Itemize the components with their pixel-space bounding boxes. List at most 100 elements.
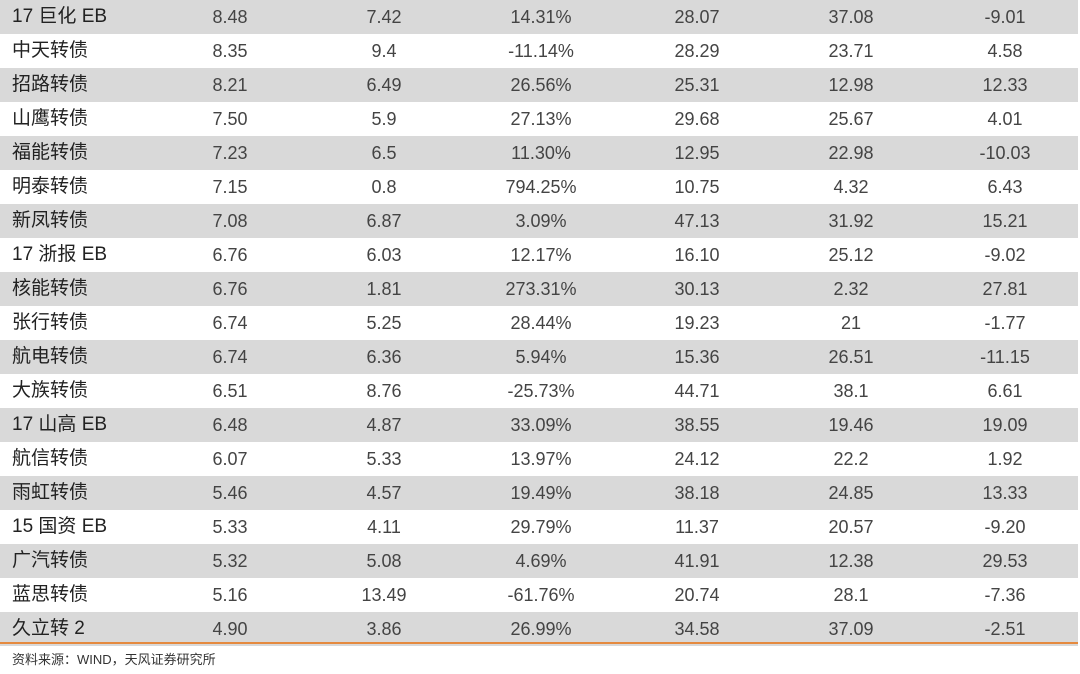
value-cell: 0.8 (310, 170, 458, 204)
table-row: 15 国资 EB 5.33 4.11 29.79% 11.37 20.57 -9.20 (0, 510, 1078, 544)
value-cell: 37.09 (770, 612, 932, 646)
table-row: 招路转债 8.21 6.49 26.56% 25.31 12.98 12.33 (0, 68, 1078, 102)
value-cell: 38.1 (770, 374, 932, 408)
value-cell: 38.55 (624, 408, 770, 442)
value-cell: 13.49 (310, 578, 458, 612)
value-cell: 6.74 (150, 340, 310, 374)
value-cell: 21 (770, 306, 932, 340)
value-cell: -10.03 (932, 136, 1078, 170)
value-cell: 22.2 (770, 442, 932, 476)
value-cell: 33.09% (458, 408, 624, 442)
bond-name-cell: 新凤转债 (0, 204, 150, 238)
value-cell: 6.43 (932, 170, 1078, 204)
value-cell: 5.25 (310, 306, 458, 340)
value-cell: 4.90 (150, 612, 310, 646)
value-cell: 19.46 (770, 408, 932, 442)
value-cell: 6.03 (310, 238, 458, 272)
value-cell: 19.09 (932, 408, 1078, 442)
value-cell: 6.74 (150, 306, 310, 340)
table-row: 山鹰转债 7.50 5.9 27.13% 29.68 25.67 4.01 (0, 102, 1078, 136)
table-row: 蓝思转债 5.16 13.49 -61.76% 20.74 28.1 -7.36 (0, 578, 1078, 612)
value-cell: -9.01 (932, 0, 1078, 34)
value-cell: 26.99% (458, 612, 624, 646)
value-cell: 5.33 (310, 442, 458, 476)
value-cell: 7.15 (150, 170, 310, 204)
value-cell: 5.33 (150, 510, 310, 544)
bond-name-cell: 雨虹转债 (0, 476, 150, 510)
value-cell: -61.76% (458, 578, 624, 612)
bond-name-cell: 福能转债 (0, 136, 150, 170)
value-cell: 13.33 (932, 476, 1078, 510)
value-cell: 6.5 (310, 136, 458, 170)
value-cell: 7.42 (310, 0, 458, 34)
value-cell: 29.53 (932, 544, 1078, 578)
table-bottom-rule (0, 642, 1078, 644)
value-cell: -25.73% (458, 374, 624, 408)
value-cell: 28.44% (458, 306, 624, 340)
value-cell: 1.92 (932, 442, 1078, 476)
table-row: 雨虹转债 5.46 4.57 19.49% 38.18 24.85 13.33 (0, 476, 1078, 510)
value-cell: 27.81 (932, 272, 1078, 306)
bond-name-cell: 明泰转债 (0, 170, 150, 204)
value-cell: 28.29 (624, 34, 770, 68)
value-cell: 6.48 (150, 408, 310, 442)
value-cell: -2.51 (932, 612, 1078, 646)
value-cell: 26.56% (458, 68, 624, 102)
value-cell: 41.91 (624, 544, 770, 578)
value-cell: 273.31% (458, 272, 624, 306)
value-cell: 11.37 (624, 510, 770, 544)
value-cell: 6.49 (310, 68, 458, 102)
value-cell: 47.13 (624, 204, 770, 238)
value-cell: 29.68 (624, 102, 770, 136)
bond-name-cell: 17 山高 EB (0, 408, 150, 442)
bond-name-cell: 17 巨化 EB (0, 0, 150, 34)
table-row: 核能转债 6.76 1.81 273.31% 30.13 2.32 27.81 (0, 272, 1078, 306)
value-cell: 29.79% (458, 510, 624, 544)
source-note: 资料来源：WIND，天风证券研究所 (12, 652, 216, 668)
value-cell: -9.02 (932, 238, 1078, 272)
value-cell: 12.95 (624, 136, 770, 170)
value-cell: 16.10 (624, 238, 770, 272)
value-cell: 2.32 (770, 272, 932, 306)
bond-name-cell: 招路转债 (0, 68, 150, 102)
data-table-container: 17 巨化 EB 8.48 7.42 14.31% 28.07 37.08 -9.01 中天转… (0, 0, 1078, 646)
bond-name-cell: 蓝思转债 (0, 578, 150, 612)
value-cell: 4.87 (310, 408, 458, 442)
table-row: 大族转债 6.51 8.76 -25.73% 44.71 38.1 6.61 (0, 374, 1078, 408)
value-cell: 20.74 (624, 578, 770, 612)
bond-name-cell: 久立转 2 (0, 612, 150, 646)
value-cell: 12.98 (770, 68, 932, 102)
value-cell: 20.57 (770, 510, 932, 544)
table-row: 航电转债 6.74 6.36 5.94% 15.36 26.51 -11.15 (0, 340, 1078, 374)
value-cell: 6.51 (150, 374, 310, 408)
value-cell: 13.97% (458, 442, 624, 476)
bond-name-cell: 17 浙报 EB (0, 238, 150, 272)
value-cell: 6.87 (310, 204, 458, 238)
value-cell: 26.51 (770, 340, 932, 374)
value-cell: 8.48 (150, 0, 310, 34)
value-cell: 8.21 (150, 68, 310, 102)
value-cell: -11.15 (932, 340, 1078, 374)
table-row: 广汽转债 5.32 5.08 4.69% 41.91 12.38 29.53 (0, 544, 1078, 578)
bond-name-cell: 航信转债 (0, 442, 150, 476)
value-cell: 794.25% (458, 170, 624, 204)
value-cell: 7.23 (150, 136, 310, 170)
table-row: 17 巨化 EB 8.48 7.42 14.31% 28.07 37.08 -9.01 (0, 0, 1078, 34)
value-cell: 5.32 (150, 544, 310, 578)
value-cell: 10.75 (624, 170, 770, 204)
table-row: 17 浙报 EB 6.76 6.03 12.17% 16.10 25.12 -9.02 (0, 238, 1078, 272)
value-cell: -1.77 (932, 306, 1078, 340)
value-cell: 5.46 (150, 476, 310, 510)
bond-name-cell: 广汽转债 (0, 544, 150, 578)
value-cell: 3.09% (458, 204, 624, 238)
value-cell: 12.33 (932, 68, 1078, 102)
value-cell: 4.32 (770, 170, 932, 204)
table-row: 久立转 2 4.90 3.86 26.99% 34.58 37.09 -2.51 (0, 612, 1078, 646)
table-row: 17 山高 EB 6.48 4.87 33.09% 38.55 19.46 19.09 (0, 408, 1078, 442)
value-cell: -9.20 (932, 510, 1078, 544)
data-table: 17 巨化 EB 8.48 7.42 14.31% 28.07 37.08 -9.01 中天转… (0, 0, 1078, 646)
value-cell: 12.17% (458, 238, 624, 272)
value-cell: 12.38 (770, 544, 932, 578)
bond-name-cell: 航电转债 (0, 340, 150, 374)
table-row: 明泰转债 7.15 0.8 794.25% 10.75 4.32 6.43 (0, 170, 1078, 204)
